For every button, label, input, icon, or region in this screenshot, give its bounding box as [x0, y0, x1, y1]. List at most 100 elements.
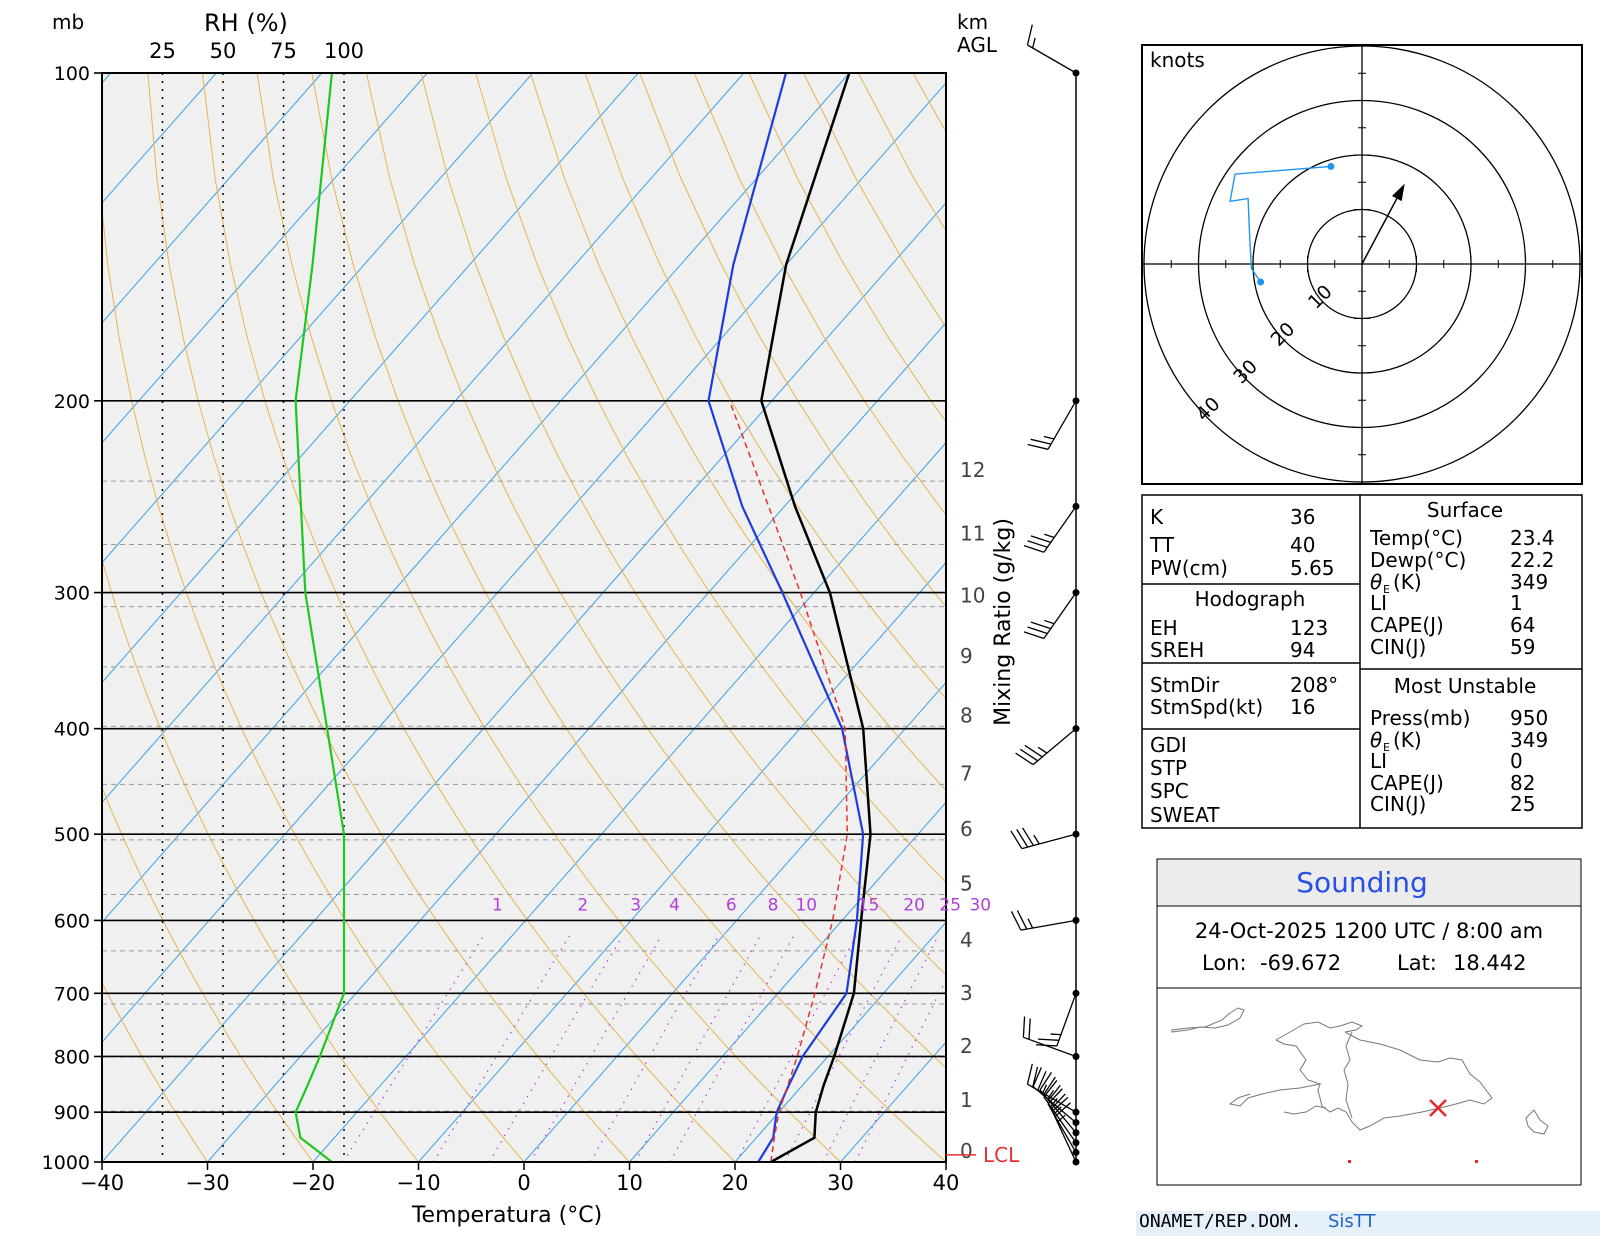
wind-barb-flag	[1016, 829, 1029, 848]
wind-barb-flag	[1047, 1088, 1063, 1105]
mixing-ratio-line	[669, 935, 795, 1162]
wind-barb-flag	[1032, 1066, 1039, 1088]
longitude-label: Lon:	[1202, 951, 1247, 975]
wind-barb-half-flag	[1027, 918, 1034, 929]
storm-speed-label: StmSpd(kt)	[1150, 695, 1263, 719]
surface-thetae-value: 349	[1510, 570, 1548, 594]
wind-barb-shaft	[1021, 833, 1077, 850]
temperature-tick-label: 20	[722, 1171, 749, 1195]
storm-motion-arrowhead	[1392, 183, 1405, 202]
wind-barb-flag	[1028, 1018, 1031, 1040]
wind-barb-flag	[1032, 1067, 1042, 1087]
dewpoint-profile	[707, 73, 865, 1162]
hodograph-surface-point	[1257, 278, 1265, 286]
agl-header: AGL	[957, 33, 998, 57]
temperature-tick-label: 0	[517, 1171, 530, 1195]
mu-thetae-symbol: θ	[1370, 728, 1382, 752]
dry-adiabat	[102, 981, 208, 1162]
latitude-label: Lat:	[1397, 951, 1437, 975]
surface-temp-label: Temp(°C)	[1369, 526, 1463, 550]
temperature-profile	[760, 73, 872, 1162]
wind-barb-flag	[1030, 621, 1051, 630]
height-tick-label: 12	[960, 458, 985, 482]
surface-cin-value: 59	[1510, 635, 1535, 659]
wind-barb	[1010, 827, 1080, 850]
wind-barb-column	[1010, 24, 1080, 1166]
surface-cape-label: CAPE(J)	[1370, 613, 1444, 637]
dry-adiabat	[102, 786, 314, 1162]
mu-cin-value: 25	[1510, 792, 1535, 816]
wind-barb-half-flag	[1044, 619, 1055, 625]
mixing-ratio-tick: 15	[858, 895, 880, 915]
isotherm	[523, 681, 946, 1162]
wind-barb-flag	[1051, 1096, 1069, 1112]
mixing-ratio-tick: 10	[795, 895, 817, 915]
mu-cape-label: CAPE(J)	[1370, 771, 1444, 795]
mu-li-label: LI	[1370, 749, 1387, 773]
surface-dewp-value: 22.2	[1510, 548, 1555, 572]
indices-table: K 36 TT 40 PW(cm) 5.65 Hodograph EH 123 …	[1141, 494, 1583, 829]
mu-thetae-label: (K)	[1393, 728, 1422, 752]
storm-direction-value: 208°	[1290, 673, 1338, 697]
sounding-location-marker	[1429, 1099, 1447, 1117]
wind-barb-shaft	[1032, 728, 1077, 766]
surface-temp-value: 23.4	[1510, 526, 1555, 550]
wind-barb-shaft	[1051, 1110, 1077, 1163]
wind-barb	[1039, 1072, 1080, 1137]
hodograph-top-point	[1327, 162, 1335, 170]
wind-barb	[1022, 1016, 1080, 1060]
latitude-value: 18.442	[1453, 951, 1526, 975]
wind-barb-flag	[1046, 1084, 1061, 1103]
wind-barb-flag	[1015, 752, 1034, 766]
wind-barb-shaft	[1020, 919, 1077, 931]
wind-barb-flag	[1030, 438, 1052, 445]
wind-barb-flag	[1023, 631, 1045, 640]
height-tick-label: 4	[960, 928, 973, 952]
wind-barb-flag	[1043, 1076, 1056, 1095]
wind-barb-flag	[1021, 827, 1035, 846]
wind-barb-half-flag	[1056, 1114, 1066, 1123]
height-tick-label: 2	[960, 1034, 973, 1058]
hodograph-unit-label: knots	[1150, 48, 1205, 72]
rh-header: RH (%)	[204, 9, 288, 37]
dry-adiabat	[475, 73, 946, 884]
sounding-title-bar	[1156, 858, 1582, 907]
wind-barb-flag	[1022, 1016, 1026, 1038]
wind-barb-shaft	[1047, 400, 1077, 450]
mixing-ratio-tick: 8	[768, 895, 779, 915]
pressure-tick-label: 900	[54, 1102, 90, 1124]
pressure-tick-label: 300	[54, 583, 90, 605]
isotherm	[102, 73, 534, 564]
skewt-mb-header: mb	[52, 10, 84, 34]
dry-adiabat	[102, 205, 525, 1162]
wind-barb	[1035, 989, 1080, 1047]
dry-adiabat	[147, 73, 630, 1162]
isotherm	[102, 73, 428, 444]
wind-barb-shaft	[1039, 1089, 1077, 1134]
height-tick-label: 8	[960, 703, 973, 727]
mixing-ratio-axis-title: Mixing Ratio (g/kg)	[991, 518, 1016, 726]
height-tick-label: 10	[960, 584, 985, 608]
surface-title: Surface	[1427, 498, 1503, 522]
hispaniola-map	[1171, 1007, 1549, 1135]
sounding-datetime: 24-Oct-2025 1200 UTC / 8:00 am	[1195, 919, 1543, 943]
wind-barb-shaft	[1027, 44, 1077, 74]
mu-cape-value: 82	[1510, 771, 1535, 795]
eh-label: EH	[1150, 616, 1178, 640]
footer-brand-logo: SisTT	[1328, 1211, 1376, 1232]
wind-barb-flag	[1039, 1072, 1053, 1091]
surface-cape-value: 64	[1510, 613, 1535, 637]
mixing-ratio-tick: 25	[939, 895, 961, 915]
pressure-tick-label: 800	[54, 1046, 90, 1068]
sreh-value: 94	[1290, 638, 1315, 662]
longitude-value: -69.672	[1260, 951, 1341, 975]
pressure-tick-label: 100	[54, 63, 90, 85]
mu-cin-label: CIN(J)	[1370, 792, 1426, 816]
surface-li-value: 1	[1510, 591, 1523, 615]
wind-barb	[1026, 24, 1080, 77]
mixing-ratio-tick: 1	[492, 895, 503, 915]
wind-barb-flag	[1016, 910, 1028, 930]
storm-motion-vector	[1361, 186, 1404, 265]
km-header: km	[957, 10, 988, 34]
rh-tick-label: 100	[324, 39, 364, 63]
